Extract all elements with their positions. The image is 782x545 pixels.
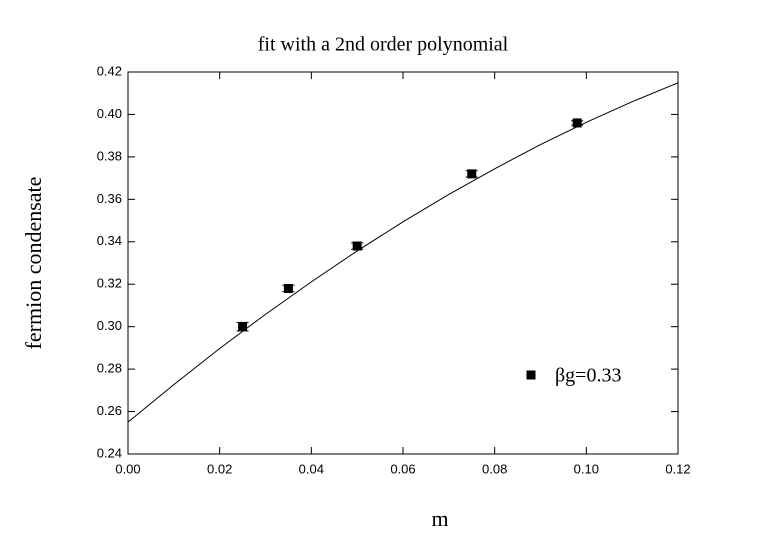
y-tick-label: 0.24 [97,445,122,460]
x-tick-label: 0.00 [115,461,140,476]
y-tick-label: 0.42 [97,63,122,78]
y-tick-label: 0.32 [97,276,122,291]
legend-marker [526,370,536,380]
x-tick-label: 0.02 [207,461,232,476]
fit-line [127,82,679,423]
x-tick-label: 0.12 [665,461,690,476]
y-axis-label: fermion condensate [21,177,46,350]
y-tick-label: 0.26 [97,403,122,418]
point [238,322,248,332]
x-tick-label: 0.08 [482,461,507,476]
y-tick-label: 0.36 [97,191,122,206]
y-tick-label: 0.30 [97,318,122,333]
legend-label: βg=0.33 [555,365,621,387]
y-tick-label: 0.28 [97,361,122,376]
chart-title: fit with a 2nd order polynomial [258,34,509,56]
y-tick-label: 0.34 [97,233,122,248]
x-tick-label: 0.06 [390,461,415,476]
point [467,169,477,179]
plot-frame [127,71,679,455]
y-tick-label: 0.40 [97,106,122,121]
point [572,118,582,128]
x-tick-label: 0.04 [299,461,324,476]
y-tick-label: 0.38 [97,148,122,163]
x-axis-label: m [431,506,448,531]
point [283,283,293,293]
x-tick-label: 0.10 [574,461,599,476]
point [352,241,362,251]
